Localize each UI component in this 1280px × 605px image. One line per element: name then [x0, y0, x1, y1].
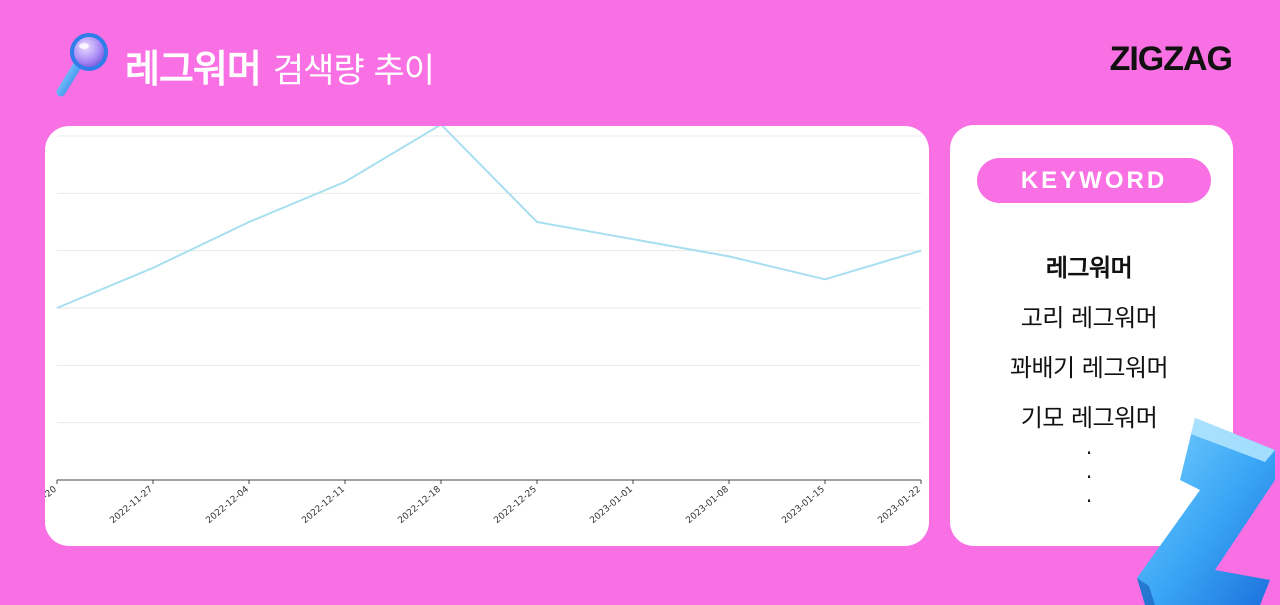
more-dots: · · · [950, 441, 1228, 513]
x-tick-label: 2022-11-20 [45, 484, 59, 525]
data-point [728, 255, 730, 257]
data-point [824, 278, 826, 280]
keyword-list: 레그워머 고리 레그워머 꽈배기 레그워머 기모 레그워머 [950, 250, 1228, 450]
x-tick-label: 2022-12-04 [204, 484, 251, 525]
data-point [632, 238, 634, 240]
more-dot: · [1085, 489, 1093, 513]
x-tick-label: 2022-12-18 [396, 484, 443, 525]
data-point [56, 307, 58, 309]
zigzag-z-icon [1137, 418, 1275, 605]
data-point [920, 250, 922, 252]
data-point [152, 267, 154, 269]
x-tick-label: 2022-12-11 [300, 485, 347, 526]
line-chart: 2022-11-20 2022-11-27 2022-12-04 2022-12-11… [45, 126, 923, 526]
keyword-item: 고리 레그워머 [1020, 304, 1158, 332]
more-dot: · [1085, 441, 1093, 465]
data-point [536, 221, 538, 223]
data-point [344, 181, 346, 183]
x-tick-label: 2023-01-08 [684, 484, 731, 525]
zigzag-logo: ZIGZAG [1109, 40, 1233, 78]
magnifier-icon [56, 33, 108, 97]
page-subtitle: 검색량 추이 [272, 50, 435, 91]
header: 레그워머 검색량 추이 [55, 30, 435, 100]
page-title: 레그워머 [125, 46, 262, 91]
data-point [248, 221, 250, 223]
x-tick-label: 2022-11-27 [108, 485, 155, 526]
x-tick-label: 2023-01-01 [588, 485, 635, 526]
x-tick-label: 2022-12-25 [492, 485, 539, 526]
x-tick-label: 2023-01-22 [876, 485, 923, 526]
series-line [56, 126, 922, 309]
keyword-item: 꽈배기 레그워머 [1009, 354, 1169, 382]
keyword-card: KEYWORD 레그워머 고리 레그워머 꽈배기 레그워머 기모 레그워머 · … [950, 125, 1233, 546]
chart-card: 2022-11-20 2022-11-27 2022-12-04 2022-12-11… [45, 126, 929, 546]
keyword-item: 기모 레그워머 [1020, 404, 1158, 432]
x-tick-label: 2023-01-15 [780, 485, 827, 526]
keyword-item: 레그워머 [1045, 254, 1133, 282]
more-dot: · [1085, 465, 1093, 489]
keyword-badge: KEYWORD [977, 158, 1211, 203]
